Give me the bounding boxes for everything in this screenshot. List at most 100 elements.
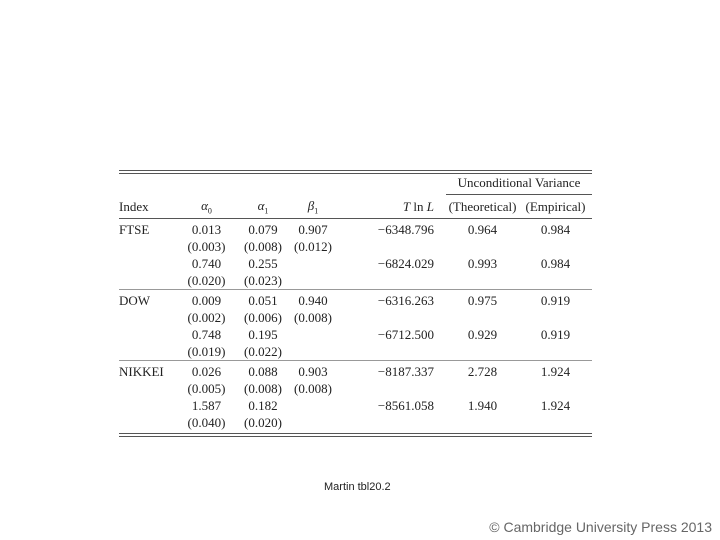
cell-alpha0: (0.002) xyxy=(187,310,226,325)
unconditional-variance-label: Unconditional Variance xyxy=(446,175,592,195)
table-row: NIKKEI 0.026 0.088 0.903 −8187.337 2.728 1.924 xyxy=(119,360,592,380)
table-row: DOW 0.009 0.051 0.940 −6316.263 0.975 0.919 xyxy=(119,289,592,309)
cell-beta1 xyxy=(292,255,334,272)
table-row: (0.020) (0.023) xyxy=(119,272,592,290)
cell-t-ln-l xyxy=(334,343,446,361)
cell-alpha1: (0.020) xyxy=(244,415,282,430)
cell-beta1 xyxy=(292,397,334,414)
cell-alpha0: 0.748 xyxy=(191,327,222,342)
table-row: 1.587 0.182 −8561.058 1.940 1.924 xyxy=(119,397,592,414)
bottom-rule xyxy=(119,433,592,437)
cell-theoretical xyxy=(446,238,519,255)
cell-alpha0: (0.040) xyxy=(187,415,226,430)
cell-beta1: 0.907 xyxy=(292,218,334,238)
cell-alpha1: 0.079 xyxy=(234,218,292,238)
cell-alpha1: (0.023) xyxy=(244,273,282,288)
cell-index: NIKKEI xyxy=(119,360,179,380)
cell-empirical: 0.984 xyxy=(540,256,571,271)
cell-index xyxy=(119,397,179,414)
cell-alpha1: 0.088 xyxy=(234,360,292,380)
cell-empirical: 0.984 xyxy=(519,218,592,238)
cell-beta1 xyxy=(292,326,334,343)
cell-empirical: 0.919 xyxy=(540,327,571,342)
cell-empirical: 1.924 xyxy=(519,360,592,380)
cell-empirical xyxy=(519,380,592,397)
cell-alpha0: 0.009 xyxy=(179,289,234,309)
cell-empirical xyxy=(519,309,592,326)
cell-theoretical xyxy=(446,343,519,361)
cell-index xyxy=(119,326,179,343)
cell-index xyxy=(119,255,179,272)
cell-theoretical xyxy=(446,272,519,290)
super-header-row: Unconditional Variance xyxy=(119,174,592,196)
cell-empirical: 1.924 xyxy=(540,398,571,413)
cell-theoretical: 0.993 xyxy=(467,256,498,271)
table-row: (0.003) (0.008) (0.012) xyxy=(119,238,592,255)
cell-beta1 xyxy=(292,343,334,361)
cell-beta1: (0.012) xyxy=(294,239,332,254)
cell-index xyxy=(119,380,179,397)
cell-beta1: (0.008) xyxy=(294,381,332,396)
cell-empirical xyxy=(519,343,592,361)
cell-index xyxy=(119,343,179,361)
cell-alpha1: (0.008) xyxy=(244,381,282,396)
cell-t-ln-l xyxy=(334,380,446,397)
cell-beta1: (0.008) xyxy=(294,310,332,325)
cell-t-ln-l: −6348.796 xyxy=(334,218,446,238)
table-row: (0.005) (0.008) (0.008) xyxy=(119,380,592,397)
cell-t-ln-l xyxy=(334,309,446,326)
garch-estimates-table: Unconditional Variance Index α0 α1 β1 T … xyxy=(119,174,592,431)
cell-empirical xyxy=(519,238,592,255)
cell-index xyxy=(119,309,179,326)
cell-index xyxy=(119,238,179,255)
cell-t-ln-l xyxy=(334,272,446,290)
cell-alpha1: (0.006) xyxy=(244,310,282,325)
cell-alpha0: (0.005) xyxy=(187,381,226,396)
cell-index xyxy=(119,272,179,290)
cell-alpha1: 0.182 xyxy=(248,398,278,413)
header-beta1: β1 xyxy=(307,198,319,216)
top-rule xyxy=(119,170,592,174)
cell-empirical xyxy=(519,414,592,431)
header-index: Index xyxy=(119,199,149,214)
cell-alpha0: 1.587 xyxy=(191,398,222,413)
header-t-ln-l: T ln L xyxy=(402,199,434,214)
cell-t-ln-l xyxy=(334,238,446,255)
table-row: (0.019) (0.022) xyxy=(119,343,592,361)
unconditional-variance-header: Unconditional Variance xyxy=(446,174,592,196)
cell-alpha0: (0.020) xyxy=(187,273,226,288)
cell-beta1: 0.940 xyxy=(292,289,334,309)
cell-t-ln-l xyxy=(334,414,446,431)
table-row: FTSE 0.013 0.079 0.907 −6348.796 0.964 0.984 xyxy=(119,218,592,238)
table-row: 0.748 0.195 −6712.500 0.929 0.919 xyxy=(119,326,592,343)
cell-index xyxy=(119,414,179,431)
table-row: (0.002) (0.006) (0.008) xyxy=(119,309,592,326)
cell-theoretical: 0.975 xyxy=(446,289,519,309)
cell-theoretical: 1.940 xyxy=(467,398,498,413)
cell-index: DOW xyxy=(119,289,179,309)
cell-alpha1: 0.255 xyxy=(248,256,278,271)
cell-alpha0: 0.013 xyxy=(179,218,234,238)
table-caption: Martin tbl20.2 xyxy=(324,481,391,493)
cell-empirical: 0.919 xyxy=(519,289,592,309)
cell-alpha0: (0.003) xyxy=(187,239,226,254)
garch-estimates-table-container: Unconditional Variance Index α0 α1 β1 T … xyxy=(119,170,592,437)
header-alpha0: α0 xyxy=(201,198,212,216)
cell-theoretical xyxy=(446,309,519,326)
cell-alpha1: (0.008) xyxy=(244,239,282,254)
cell-alpha0: (0.019) xyxy=(187,344,226,359)
cell-theoretical: 0.929 xyxy=(467,327,498,342)
cell-beta1 xyxy=(292,414,334,431)
header-alpha1: α1 xyxy=(257,198,269,216)
table-body: FTSE 0.013 0.079 0.907 −6348.796 0.964 0.984 (0… xyxy=(119,218,592,432)
table-row: (0.040) (0.020) xyxy=(119,414,592,431)
cell-theoretical xyxy=(446,414,519,431)
cell-beta1 xyxy=(292,272,334,290)
table-row: 0.740 0.255 −6824.029 0.993 0.984 xyxy=(119,255,592,272)
cell-theoretical: 0.964 xyxy=(446,218,519,238)
cell-alpha1: 0.051 xyxy=(234,289,292,309)
cell-theoretical: 2.728 xyxy=(446,360,519,380)
cell-t-ln-l: −6316.263 xyxy=(334,289,446,309)
header-theoretical: (Theoretical) xyxy=(448,199,517,214)
cell-alpha1: (0.022) xyxy=(244,344,282,359)
